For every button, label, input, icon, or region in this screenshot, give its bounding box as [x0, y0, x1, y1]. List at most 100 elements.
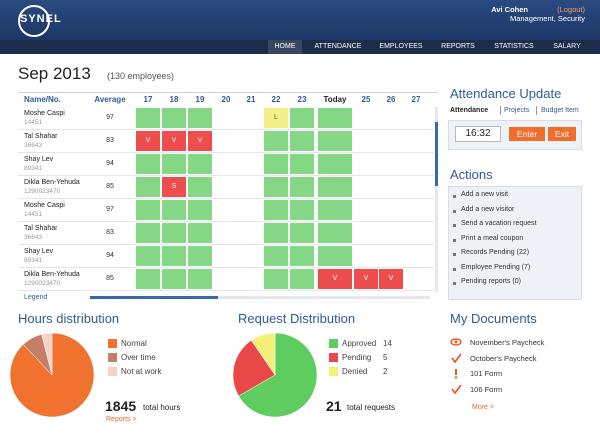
- day-cell[interactable]: L: [264, 108, 288, 128]
- day-cell[interactable]: S: [162, 177, 186, 197]
- tab[interactable]: Attendance: [450, 107, 489, 114]
- day-cell[interactable]: [162, 154, 186, 174]
- row-divider: [18, 175, 434, 176]
- employee-name[interactable]: Moshe Caspi: [24, 202, 65, 209]
- employee-name[interactable]: Dikla Ben-Yehuda: [24, 179, 80, 186]
- more-link[interactable]: More >: [472, 404, 494, 411]
- legend-link[interactable]: Legend: [24, 294, 48, 301]
- tab[interactable]: Projects: [504, 107, 530, 114]
- document-link[interactable]: 101 Form: [470, 369, 503, 378]
- day-cell[interactable]: V: [188, 131, 212, 151]
- day-cell[interactable]: [188, 177, 212, 197]
- day-cell[interactable]: [162, 200, 186, 220]
- day-cell[interactable]: [136, 223, 160, 243]
- day-cell[interactable]: [188, 223, 212, 243]
- time-field[interactable]: 16:32: [455, 126, 501, 142]
- average: 85: [106, 183, 114, 190]
- day-cell[interactable]: [136, 154, 160, 174]
- nav-item[interactable]: REPORTS: [441, 43, 475, 50]
- day-cell[interactable]: [162, 223, 186, 243]
- action-item[interactable]: Employee Pending (7): [461, 263, 531, 271]
- actions-panel: [448, 186, 582, 300]
- header-bar: [0, 0, 600, 40]
- day-cell[interactable]: [290, 131, 314, 151]
- employee-name[interactable]: Dikla Ben-Yehuda: [24, 271, 80, 278]
- day-cell[interactable]: [136, 269, 160, 289]
- day-cell[interactable]: [264, 177, 288, 197]
- day-cell[interactable]: [264, 269, 288, 289]
- employee-name[interactable]: Tal Shahar: [24, 225, 58, 232]
- document-icons: [450, 338, 462, 395]
- day-cell[interactable]: [188, 108, 212, 128]
- h-scroll-thumb[interactable]: [90, 296, 218, 299]
- action-item[interactable]: Add a new visitor: [461, 205, 515, 213]
- employee-name[interactable]: Moshe Caspi: [24, 110, 65, 117]
- day-cell[interactable]: [318, 200, 352, 220]
- day-cell[interactable]: [162, 108, 186, 128]
- day-cell[interactable]: [136, 108, 160, 128]
- employee-name[interactable]: Shay Lev: [24, 156, 54, 163]
- day-cell[interactable]: [290, 246, 314, 266]
- day-cell[interactable]: [264, 246, 288, 266]
- logout-link[interactable]: (Logout): [557, 5, 585, 14]
- day-cell[interactable]: [290, 154, 314, 174]
- day-cell[interactable]: [264, 154, 288, 174]
- button[interactable]: Exit: [548, 127, 576, 141]
- day-cell[interactable]: [318, 246, 352, 266]
- legend-label: Over time: [121, 353, 156, 362]
- day-cell[interactable]: [290, 200, 314, 220]
- action-item[interactable]: Pending reports (0): [461, 278, 521, 285]
- reports-link[interactable]: Reports >: [106, 416, 137, 423]
- tab[interactable]: Budget Item: [541, 107, 579, 114]
- row-divider: [18, 267, 434, 268]
- day-cell[interactable]: V: [162, 131, 186, 151]
- day-cell[interactable]: V: [136, 131, 160, 151]
- day-cell[interactable]: [264, 131, 288, 151]
- day-cell[interactable]: V: [354, 269, 378, 289]
- employee-name[interactable]: Tal Shahar: [24, 133, 58, 140]
- average: 83: [106, 229, 114, 236]
- action-item[interactable]: Print a meal coupon: [461, 234, 524, 242]
- employee-name[interactable]: Shay Lev: [24, 248, 54, 255]
- legend-value: 14: [383, 339, 392, 348]
- action-item[interactable]: Send a vacation request: [461, 220, 537, 227]
- document-link[interactable]: 106 Form: [470, 384, 503, 394]
- day-cell[interactable]: [290, 269, 314, 289]
- nav-item[interactable]: HOME: [268, 40, 302, 54]
- day-cell[interactable]: [136, 177, 160, 197]
- nav-item[interactable]: STATISTICS: [494, 43, 534, 50]
- day-cell[interactable]: [188, 246, 212, 266]
- day-cell[interactable]: [290, 223, 314, 243]
- column-header: Today: [323, 95, 347, 104]
- v-scroll-thumb[interactable]: [435, 122, 438, 186]
- day-cell[interactable]: [188, 200, 212, 220]
- day-cell[interactable]: [264, 200, 288, 220]
- day-cell[interactable]: [318, 154, 352, 174]
- legend-label: Not at work: [121, 367, 162, 376]
- day-cell[interactable]: [290, 177, 314, 197]
- button[interactable]: Enter: [509, 127, 545, 141]
- column-header: 20: [221, 95, 231, 104]
- nav-item[interactable]: EMPLOYEES: [379, 43, 423, 50]
- day-cell[interactable]: V: [318, 269, 352, 289]
- day-cell[interactable]: V: [379, 269, 403, 289]
- day-cell[interactable]: [162, 269, 186, 289]
- day-cell[interactable]: [188, 154, 212, 174]
- document-link[interactable]: November's Paycheck: [470, 338, 545, 347]
- nav-item[interactable]: SALARY: [553, 43, 581, 50]
- day-cell[interactable]: [162, 246, 186, 266]
- document-link[interactable]: October's Paycheck: [470, 353, 537, 363]
- average: 83: [106, 137, 114, 144]
- day-cell[interactable]: [290, 108, 314, 128]
- day-cell[interactable]: [136, 246, 160, 266]
- day-cell[interactable]: [264, 223, 288, 243]
- day-cell[interactable]: [318, 223, 352, 243]
- nav-item[interactable]: ATTENDANCE: [314, 43, 362, 50]
- day-cell[interactable]: [318, 177, 352, 197]
- day-cell[interactable]: [188, 269, 212, 289]
- action-item[interactable]: Records Pending (22): [461, 249, 530, 256]
- day-cell[interactable]: [318, 131, 352, 151]
- day-cell[interactable]: [136, 200, 160, 220]
- action-item[interactable]: Add a new visit: [461, 191, 509, 198]
- day-cell[interactable]: [318, 108, 352, 128]
